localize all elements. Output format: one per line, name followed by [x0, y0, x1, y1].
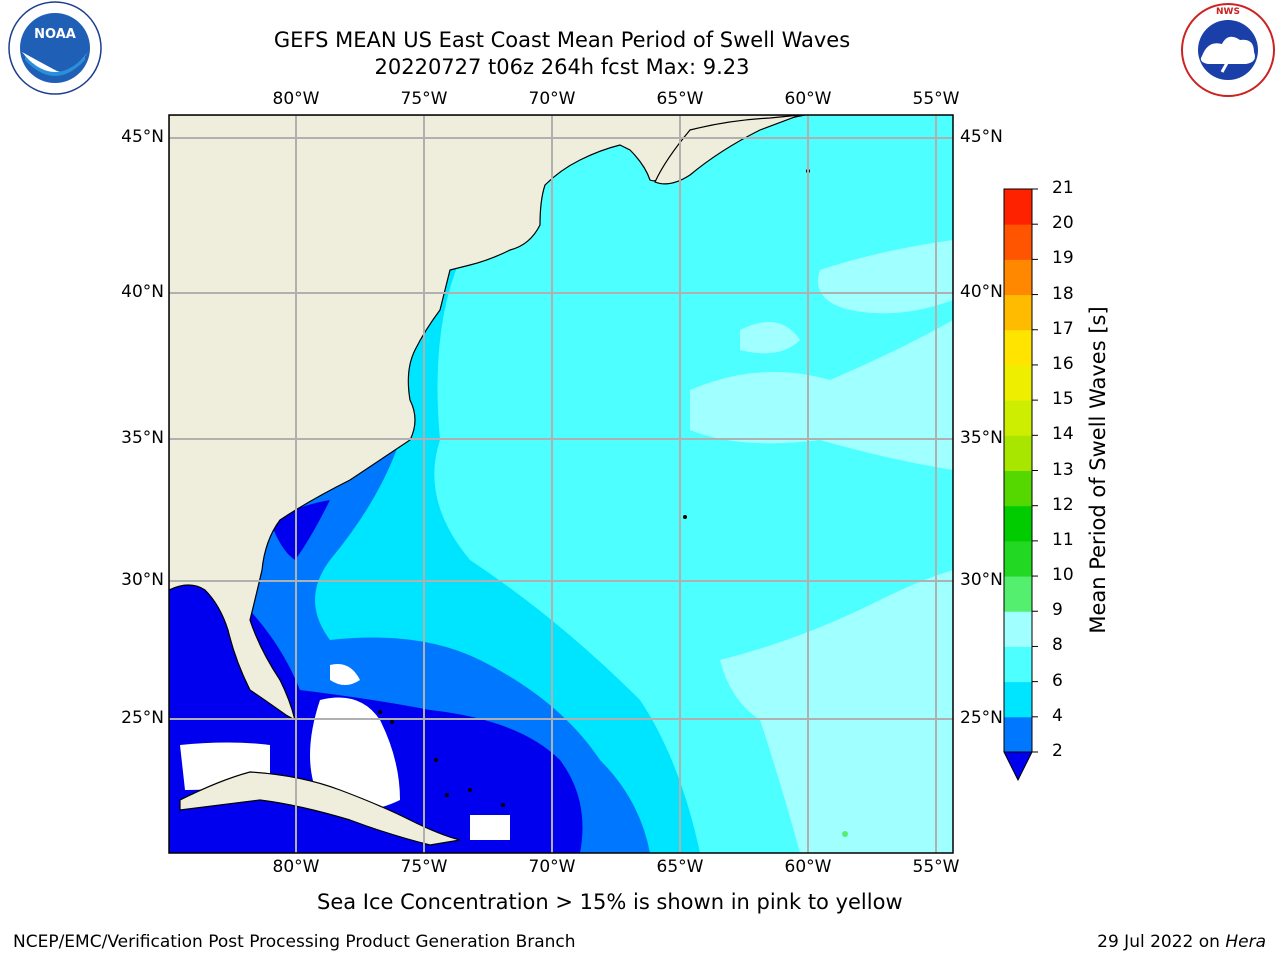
lat-label-right: 30°N [960, 570, 1003, 590]
lon-label-top: 80°W [272, 89, 320, 109]
lat-label-left: 30°N [121, 570, 164, 590]
colorbar-segment [1004, 189, 1032, 225]
lon-label-bottom: 55°W [912, 857, 960, 877]
svg-text:NOAA: NOAA [34, 27, 76, 42]
lon-label-bottom: 60°W [784, 857, 832, 877]
colorbar-tick-label: 13 [1052, 459, 1074, 480]
nws-logo: NWS [1181, 3, 1275, 97]
lon-label-bottom: 75°W [400, 857, 448, 877]
lon-label-top: 65°W [656, 89, 704, 109]
map-frame [168, 114, 954, 854]
colorbar-tick-label: 8 [1052, 635, 1063, 656]
colorbar-segment [1004, 470, 1032, 507]
colorbar-tick-label: 6 [1052, 670, 1063, 691]
colorbar-segment [1004, 681, 1032, 718]
lat-label-right: 45°N [960, 127, 1003, 147]
colorbar-segment [1004, 294, 1032, 331]
map-title: GEFS MEAN US East Coast Mean Period of S… [273, 28, 851, 52]
colorbar-segment [1004, 646, 1032, 683]
lon-label-bottom: 80°W [272, 857, 320, 877]
colorbar-label: Mean Period of Swell Waves [s] [1086, 306, 1110, 634]
lat-label-right: 35°N [960, 428, 1003, 448]
footer-host: Hera [1225, 932, 1266, 952]
colorbar-under-arrow [1003, 751, 1033, 782]
colorbar-segment [1004, 576, 1032, 612]
lon-label-bottom: 70°W [528, 857, 576, 877]
colorbar-tick-label: 21 [1052, 178, 1074, 198]
footer-date-text: 29 Jul 2022 on [1097, 932, 1220, 952]
colorbar-segment [1004, 400, 1032, 436]
lon-label-top: 55°W [912, 89, 960, 109]
colorbar-segment [1004, 224, 1032, 260]
colorbar-tick-label: 4 [1052, 705, 1063, 726]
colorbar-segment [1004, 505, 1032, 542]
colorbar-tick-label: 11 [1052, 529, 1074, 550]
lat-label-right: 25°N [960, 708, 1003, 728]
colorbar-tick-label: 16 [1052, 353, 1074, 374]
graticule [169, 115, 953, 853]
colorbar-tick-label: 17 [1052, 318, 1074, 339]
lon-label-top: 60°W [784, 89, 832, 109]
land-cuba [179, 771, 461, 846]
colorbar-segment [1004, 329, 1032, 366]
svg-text:NWS: NWS [1216, 7, 1240, 17]
colorbar-segment [1004, 435, 1032, 471]
colorbar-tick-label: 2 [1052, 741, 1063, 761]
colorbar-tick-label: 9 [1052, 600, 1063, 621]
footer-date: 29 Jul 2022 on Hera [1097, 932, 1266, 952]
lon-label-top: 70°W [528, 89, 576, 109]
lat-label-left: 40°N [121, 282, 164, 302]
footer-branch: NCEP/EMC/Verification Post Processing Pr… [13, 932, 576, 952]
colorbar-segment [1004, 611, 1032, 647]
sea-ice-note: Sea Ice Concentration > 15% is shown in … [317, 890, 903, 914]
map-subtitle: 20220727 t06z 264h fcst Max: 9.23 [374, 55, 750, 79]
colorbar-tick-label: 14 [1052, 424, 1074, 445]
lat-label-left: 45°N [121, 127, 164, 147]
colorbar-tick-label: 20 [1052, 213, 1074, 234]
colorbar-tick-label: 15 [1052, 389, 1074, 410]
colorbar-segment [1004, 364, 1032, 401]
lat-label-right: 40°N [960, 282, 1003, 302]
period-band-8-9 [690, 320, 953, 470]
colorbar-segment [1004, 716, 1032, 753]
colorbar-tick-label: 19 [1052, 248, 1074, 269]
colorbar-segment [1004, 259, 1032, 296]
noaa-logo: NOAA [8, 1, 102, 95]
colorbar-segment [1004, 540, 1032, 577]
colorbar-tick-label: 10 [1052, 565, 1074, 586]
colorbar-tick-label: 12 [1052, 494, 1074, 515]
lon-label-top: 75°W [400, 89, 448, 109]
colorbar-tick-label: 18 [1052, 283, 1074, 304]
land-north-america [169, 115, 806, 722]
lon-label-bottom: 65°W [656, 857, 704, 877]
lat-label-left: 25°N [121, 708, 164, 728]
lat-label-left: 35°N [121, 428, 164, 448]
